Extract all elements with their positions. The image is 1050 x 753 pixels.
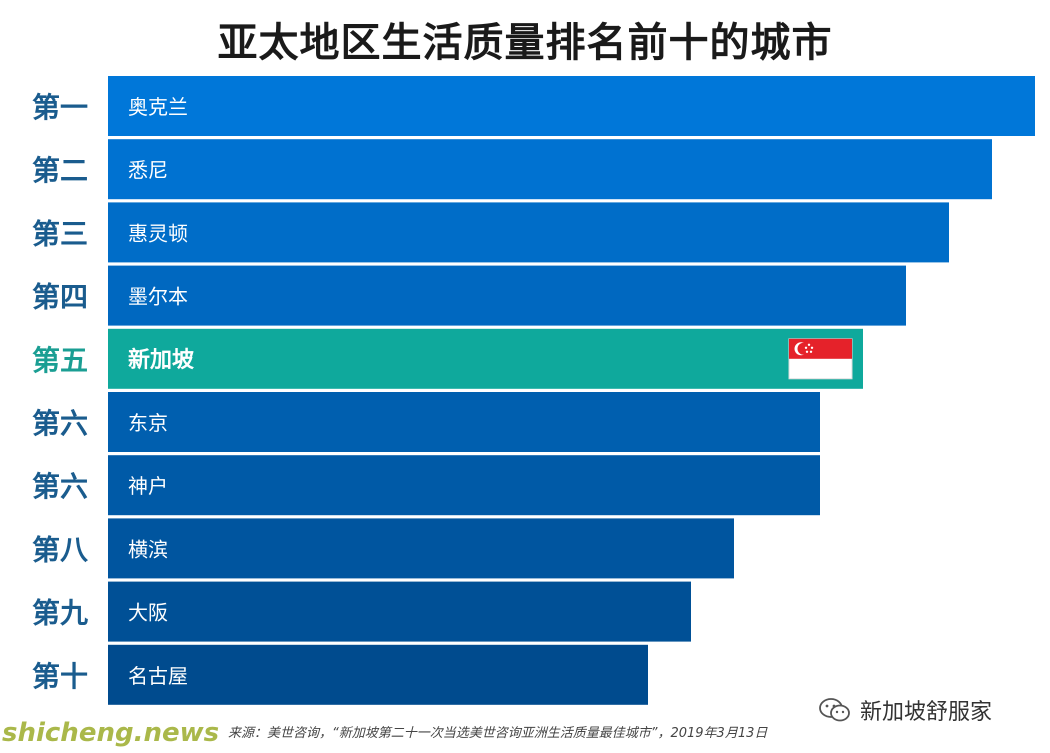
rank-label: 第一: [32, 91, 88, 124]
city-label: 名古屋: [128, 664, 188, 688]
city-label: 惠灵顿: [128, 221, 188, 245]
bar: [108, 202, 949, 263]
city-label: 东京: [128, 411, 168, 435]
rank-label: 第八: [32, 533, 89, 566]
source-note: 来源：美世咨询，“新加坡第二十一次当选美世咨询亚洲生活质量最佳城市”，2019年…: [228, 726, 768, 741]
bar-row: 第三 惠灵顿: [32, 202, 949, 263]
city-label: 大阪: [128, 601, 168, 625]
rank-label: 第六: [32, 407, 88, 440]
city-label: 悉尼: [128, 158, 168, 182]
city-label: 神户: [128, 474, 168, 498]
rank-label: 第九: [32, 597, 88, 630]
city-label: 奥克兰: [128, 95, 188, 119]
singapore-flag-icon: [788, 338, 853, 380]
city-label: 墨尔本: [128, 285, 188, 309]
rank-label: 第四: [32, 281, 88, 314]
bar: [108, 392, 820, 452]
bar-row: 第六 东京: [32, 392, 820, 452]
city-label: 横滨: [128, 537, 168, 561]
bar-row: 第二 悉尼: [32, 139, 992, 200]
rank-label: 第六: [32, 470, 88, 503]
bar: [108, 581, 691, 642]
bar: [108, 76, 1035, 136]
site-watermark: shicheng.news: [2, 718, 220, 748]
bar-row: 第四 墨尔本: [32, 265, 906, 326]
brand-tag: 新加坡舒服家: [818, 694, 992, 726]
rank-label: 第二: [32, 154, 88, 187]
rank-label: 第五: [32, 344, 88, 377]
bar: [108, 328, 863, 389]
wechat-icon: [819, 698, 850, 722]
bar: [108, 265, 906, 326]
bar: [108, 455, 820, 516]
bar-row: 第六 神户: [32, 455, 820, 516]
bar-row: 第一 奥克兰: [32, 76, 1035, 136]
rank-label: 第三: [32, 217, 88, 250]
bar-row: 第九 大阪: [32, 581, 691, 642]
bar: [108, 644, 648, 705]
bar-row: 第五 新加坡: [32, 328, 863, 389]
bar: [108, 518, 734, 579]
bar: [108, 139, 992, 200]
bar-row: 第十 名古屋: [32, 644, 648, 705]
brand-name: 新加坡舒服家: [860, 700, 993, 725]
chart-title: 亚太地区生活质量排名前十的城市: [217, 20, 833, 66]
rank-label: 第十: [32, 660, 88, 693]
bar-row: 第八 横滨: [32, 518, 734, 579]
city-label: 新加坡: [128, 347, 194, 373]
